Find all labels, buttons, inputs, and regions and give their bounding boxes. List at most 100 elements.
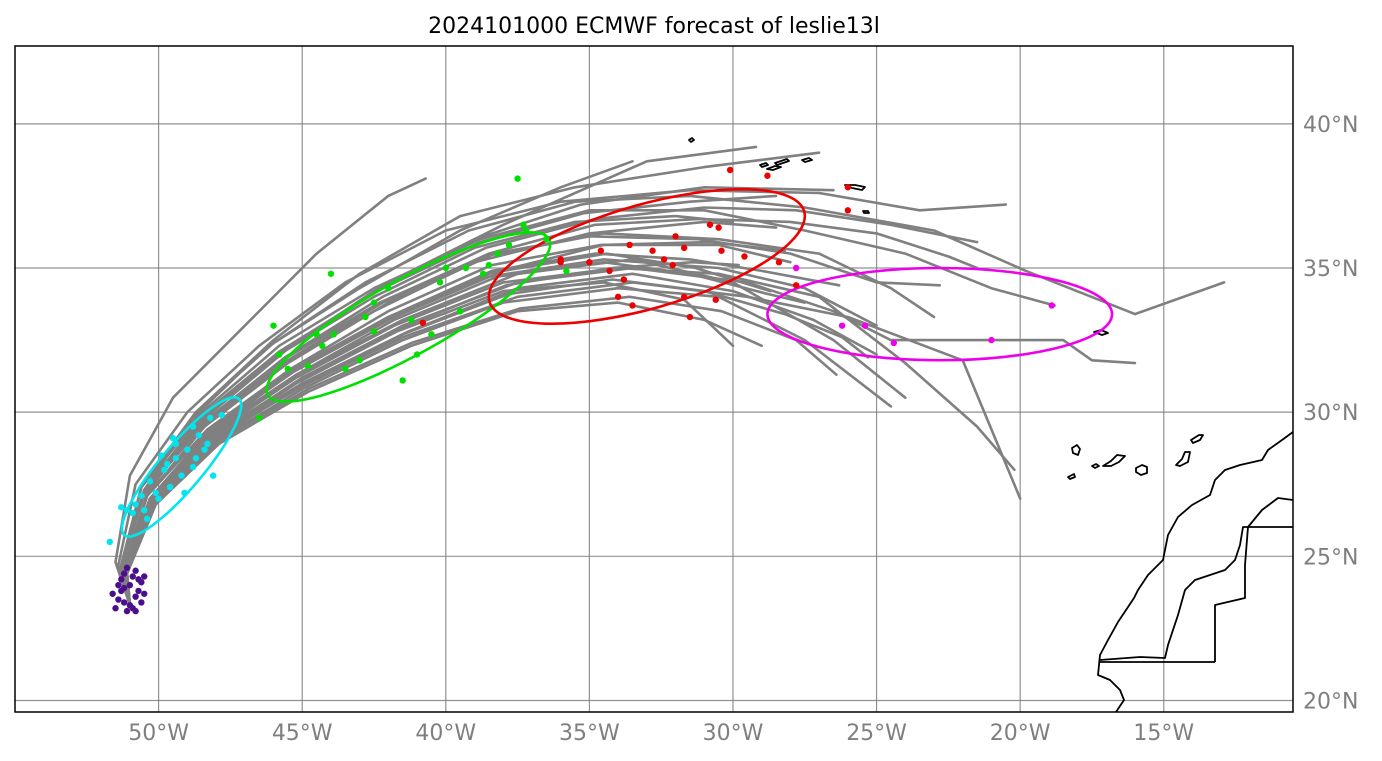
day1-position-point — [218, 411, 225, 419]
lon-tick-label: 15°W — [1133, 721, 1194, 746]
day0-position-point — [126, 581, 134, 589]
lat-tick-label: 30°N — [1303, 401, 1358, 426]
day0-position-point — [132, 593, 139, 600]
day1-position-point — [204, 440, 211, 448]
day1-position-point — [181, 489, 188, 497]
lat-tick-label: 35°N — [1303, 257, 1358, 282]
ensemble-track — [125, 266, 1137, 607]
day2-position-point — [428, 331, 435, 338]
day3-position-point — [686, 313, 694, 321]
ensemble-track — [122, 272, 878, 607]
day1-position-point — [146, 478, 154, 485]
lon-tick-label: 35°W — [559, 721, 620, 746]
day1-position-point — [161, 466, 168, 474]
day2-position-point — [514, 175, 521, 182]
ensemble-track — [122, 260, 740, 607]
day3-position-point — [706, 221, 714, 228]
day2-position-point — [462, 264, 470, 272]
lat-tick-label: 20°N — [1303, 689, 1358, 714]
day1-position-point — [178, 472, 185, 479]
day2-position-point — [523, 227, 530, 234]
day1-position-point — [192, 455, 200, 462]
ensemble-track — [120, 194, 778, 607]
day3-position-point — [680, 293, 688, 301]
day0-position-point — [123, 607, 131, 615]
day0-position-point — [109, 590, 116, 597]
day3-position-point — [606, 267, 613, 275]
day1-position-point — [158, 452, 165, 459]
day2-position-point — [543, 235, 550, 243]
azores-island — [801, 157, 813, 163]
day3-position-point — [741, 253, 748, 260]
day2-position-point — [479, 270, 487, 277]
day3-position-point — [715, 224, 722, 231]
day3-position-point — [557, 256, 564, 263]
day0-position-point — [135, 587, 142, 595]
day3-position-point — [629, 302, 636, 309]
day0-position-point — [118, 576, 125, 583]
day2-position-point — [563, 267, 570, 275]
canary-island — [1102, 454, 1126, 467]
day3-position-point — [620, 276, 628, 283]
day2-position-point — [399, 377, 406, 384]
day2-position-point — [327, 270, 335, 277]
day1-position-point — [141, 506, 148, 514]
day2-position-point — [319, 342, 326, 350]
day1-position-point — [166, 483, 174, 491]
lon-tick-label: 20°W — [990, 721, 1051, 746]
day4-position-point — [988, 336, 995, 344]
day2-position-point — [442, 264, 449, 272]
ensemble-tracks — [114, 145, 1226, 607]
uncertainty-ellipses — [120, 187, 1114, 538]
day1-position-point — [195, 432, 203, 439]
ensemble-track — [125, 286, 893, 607]
azores-island — [688, 137, 695, 143]
day2-position-point — [413, 351, 421, 358]
day1-position-point — [129, 509, 136, 517]
day0-position-point — [132, 607, 139, 615]
day1-position-point — [106, 538, 113, 546]
lat-tick-label: 25°N — [1303, 545, 1358, 570]
longitude-tick-labels: 50°W 45°W 40°W 35°W 30°W 25°W 20°W 15°W — [128, 721, 1194, 746]
day3-position-point — [649, 247, 656, 254]
day0-position-point — [138, 599, 145, 606]
day0-position-point — [115, 596, 122, 603]
day3-position-point — [718, 247, 725, 254]
day1-position-point — [184, 446, 191, 453]
country-border — [1099, 526, 1293, 661]
day2-position-point — [505, 241, 513, 249]
day2-position-point — [270, 322, 277, 329]
day2-position-point — [408, 316, 415, 324]
day0-position-point — [132, 567, 139, 574]
azores-island — [774, 158, 790, 166]
azores-island — [862, 210, 870, 214]
day0-position-point — [118, 587, 125, 595]
day1-position-point — [155, 495, 162, 502]
forecast-positions — [106, 166, 1055, 615]
day2-position-point — [485, 261, 493, 269]
day3-uncertainty-ellipse — [487, 187, 807, 326]
day1-uncertainty-ellipse — [120, 396, 243, 538]
day1-position-point — [201, 446, 208, 453]
day3-position-point — [792, 282, 800, 289]
day2-position-point — [342, 365, 349, 373]
day0-position-point — [112, 605, 119, 612]
ensemble-track — [125, 295, 838, 607]
day4-position-point — [890, 339, 898, 347]
ensemble-track — [122, 240, 786, 607]
day2-position-point — [370, 328, 378, 335]
day2-position-point — [304, 362, 312, 370]
day0-position-point — [123, 564, 131, 572]
day2-position-point — [520, 221, 527, 228]
country-border — [1214, 497, 1293, 662]
day3-position-point — [726, 166, 734, 174]
day0-position-point — [135, 576, 142, 583]
day1-position-point — [123, 506, 131, 514]
day2-position-point — [284, 365, 292, 373]
day3-position-point — [586, 259, 593, 266]
canary-island — [1067, 473, 1076, 480]
day3-position-point — [597, 247, 605, 254]
day4-position-point — [861, 322, 869, 329]
lat-tick-label: 40°N — [1303, 113, 1358, 138]
